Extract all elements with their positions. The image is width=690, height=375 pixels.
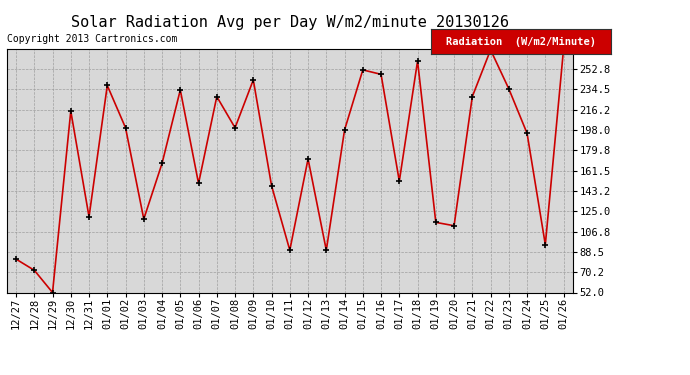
Text: Radiation  (W/m2/Minute): Radiation (W/m2/Minute) <box>446 37 596 46</box>
Text: Solar Radiation Avg per Day W/m2/minute 20130126: Solar Radiation Avg per Day W/m2/minute … <box>71 15 509 30</box>
Text: Copyright 2013 Cartronics.com: Copyright 2013 Cartronics.com <box>7 34 177 44</box>
